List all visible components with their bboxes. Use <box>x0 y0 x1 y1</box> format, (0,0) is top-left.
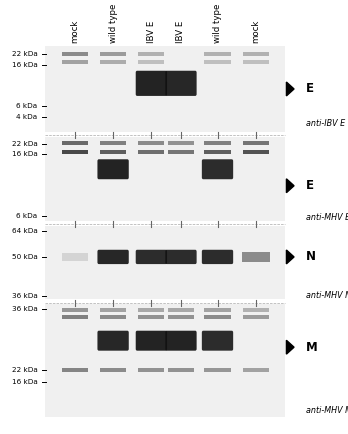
Text: wild type: wild type <box>213 4 222 43</box>
Text: 50 kDa: 50 kDa <box>12 254 38 260</box>
Bar <box>62 368 88 372</box>
Text: 36 kDa: 36 kDa <box>12 306 38 312</box>
Bar <box>100 150 126 154</box>
Bar <box>45 137 285 221</box>
FancyBboxPatch shape <box>202 250 233 264</box>
Text: anti-IBV E: anti-IBV E <box>306 119 345 128</box>
Bar <box>205 60 230 64</box>
Bar <box>168 315 194 319</box>
Bar <box>205 308 230 312</box>
Bar <box>45 46 285 132</box>
Bar <box>100 141 126 145</box>
Text: 22 kDa: 22 kDa <box>12 51 38 57</box>
Text: 4 kDa: 4 kDa <box>16 114 38 120</box>
Bar <box>243 52 269 56</box>
Bar <box>243 141 269 145</box>
Text: 64 kDa: 64 kDa <box>12 228 38 234</box>
Bar <box>139 141 165 145</box>
Polygon shape <box>286 250 294 264</box>
Text: mock: mock <box>251 20 260 43</box>
Bar <box>205 52 230 56</box>
Bar <box>100 315 126 319</box>
Bar <box>139 150 165 154</box>
Bar <box>168 150 194 154</box>
Bar <box>168 141 194 145</box>
Bar <box>62 52 88 56</box>
Bar <box>62 60 88 64</box>
Polygon shape <box>286 340 294 354</box>
Text: IBV E: IBV E <box>176 21 185 43</box>
Bar <box>205 141 230 145</box>
FancyBboxPatch shape <box>165 71 197 96</box>
Bar <box>62 253 88 261</box>
Bar <box>168 368 194 372</box>
Text: anti-MHV N: anti-MHV N <box>306 291 348 299</box>
Bar <box>139 308 165 312</box>
Text: mock: mock <box>70 20 79 43</box>
Bar <box>205 368 230 372</box>
Bar <box>45 226 285 299</box>
Bar <box>100 52 126 56</box>
Bar <box>100 368 126 372</box>
FancyBboxPatch shape <box>202 159 233 179</box>
FancyBboxPatch shape <box>165 250 197 264</box>
Bar <box>242 252 270 262</box>
Bar <box>243 308 269 312</box>
Text: E: E <box>306 179 314 192</box>
Text: IBV E: IBV E <box>147 21 156 43</box>
FancyBboxPatch shape <box>97 250 129 264</box>
Bar <box>62 308 88 312</box>
Polygon shape <box>286 82 294 96</box>
Bar <box>243 60 269 64</box>
Bar <box>139 60 165 64</box>
Text: 16 kDa: 16 kDa <box>12 62 38 68</box>
Bar <box>243 368 269 372</box>
Bar <box>205 150 230 154</box>
Text: anti-MHV M: anti-MHV M <box>306 406 348 414</box>
Text: M: M <box>306 341 318 354</box>
Text: E: E <box>306 82 314 95</box>
Bar <box>205 315 230 319</box>
Text: anti-MHV E: anti-MHV E <box>306 213 348 221</box>
FancyBboxPatch shape <box>165 331 197 351</box>
Bar <box>139 368 165 372</box>
Bar <box>139 315 165 319</box>
Text: 22 kDa: 22 kDa <box>12 367 38 373</box>
Bar <box>62 315 88 319</box>
Bar <box>243 150 269 154</box>
Text: 22 kDa: 22 kDa <box>12 141 38 147</box>
FancyBboxPatch shape <box>97 159 129 179</box>
Polygon shape <box>286 179 294 193</box>
Bar <box>100 308 126 312</box>
Bar <box>139 52 165 56</box>
Text: 16 kDa: 16 kDa <box>12 151 38 157</box>
Bar <box>168 308 194 312</box>
Bar <box>45 304 285 417</box>
FancyBboxPatch shape <box>97 331 129 351</box>
Bar <box>62 141 88 145</box>
Bar <box>100 60 126 64</box>
Text: 16 kDa: 16 kDa <box>12 379 38 385</box>
FancyBboxPatch shape <box>136 331 167 351</box>
Text: 6 kDa: 6 kDa <box>16 213 38 219</box>
Text: 6 kDa: 6 kDa <box>16 103 38 109</box>
Text: N: N <box>306 250 316 263</box>
Bar <box>243 315 269 319</box>
Bar <box>62 150 88 154</box>
Text: 36 kDa: 36 kDa <box>12 293 38 299</box>
FancyBboxPatch shape <box>136 71 167 96</box>
FancyBboxPatch shape <box>202 331 233 351</box>
Text: wild type: wild type <box>109 4 118 43</box>
FancyBboxPatch shape <box>136 250 167 264</box>
